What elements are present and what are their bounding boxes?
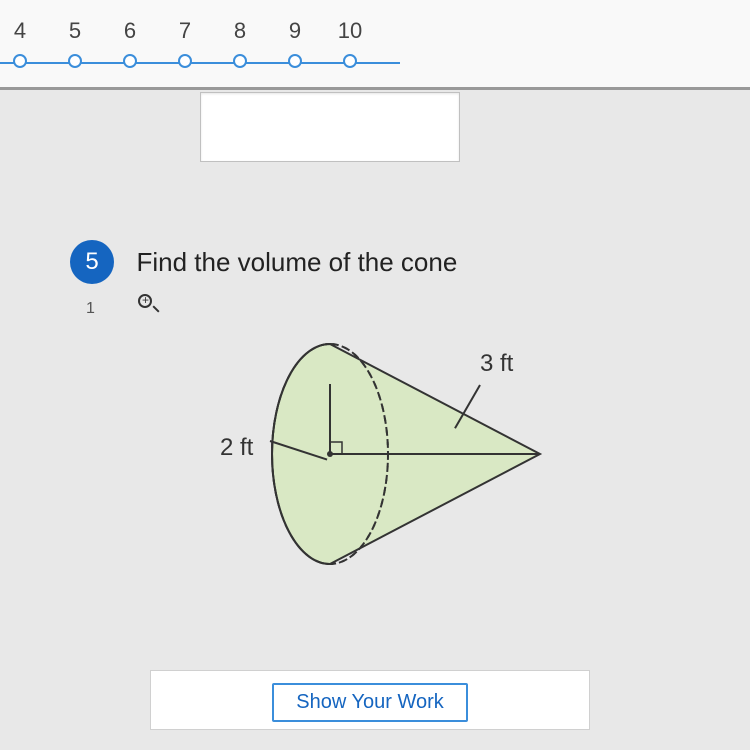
- question-nav-bar: 456789 10: [0, 0, 750, 90]
- nav-step-circle-icon: [68, 54, 82, 68]
- nav-step-7[interactable]: 7: [165, 18, 205, 68]
- question-points: 1: [86, 300, 95, 318]
- nav-step-circle-icon: [123, 54, 137, 68]
- nav-step-circle-icon: [233, 54, 247, 68]
- nav-step-10[interactable]: 10: [330, 18, 370, 68]
- question-number-badge: 5: [70, 240, 114, 284]
- nav-step-number: 10: [330, 18, 370, 44]
- nav-step-number: 5: [55, 18, 95, 44]
- question-text: Find the volume of the cone: [136, 240, 457, 284]
- nav-step-number: 8: [220, 18, 260, 44]
- zoom-in-icon[interactable]: [138, 294, 160, 316]
- nav-step-4[interactable]: 4: [0, 18, 40, 68]
- height-label: 3 ft: [480, 350, 513, 378]
- nav-step-6[interactable]: 6: [110, 18, 150, 68]
- answer-input-box[interactable]: [200, 92, 460, 162]
- center-dot: [327, 451, 333, 457]
- nav-step-number: 9: [275, 18, 315, 44]
- nav-step-circle-icon: [178, 54, 192, 68]
- radius-label: 2 ft: [220, 434, 253, 462]
- nav-step-9[interactable]: 9: [275, 18, 315, 68]
- nav-step-5[interactable]: 5: [55, 18, 95, 68]
- show-your-work-button[interactable]: Show Your Work: [272, 683, 468, 722]
- nav-step-circle-icon: [343, 54, 357, 68]
- question-area: 5 Find the volume of the cone 1 3 ft 2 f…: [70, 240, 710, 284]
- nav-step-number: 4: [0, 18, 40, 44]
- nav-step-8[interactable]: 8: [220, 18, 260, 68]
- nav-step-circle-icon: [13, 54, 27, 68]
- nav-step-number: 7: [165, 18, 205, 44]
- nav-step-number: 6: [110, 18, 150, 44]
- cone-figure: 3 ft 2 ft: [200, 334, 560, 574]
- show-work-panel: Show Your Work: [150, 670, 590, 730]
- nav-step-circle-icon: [288, 54, 302, 68]
